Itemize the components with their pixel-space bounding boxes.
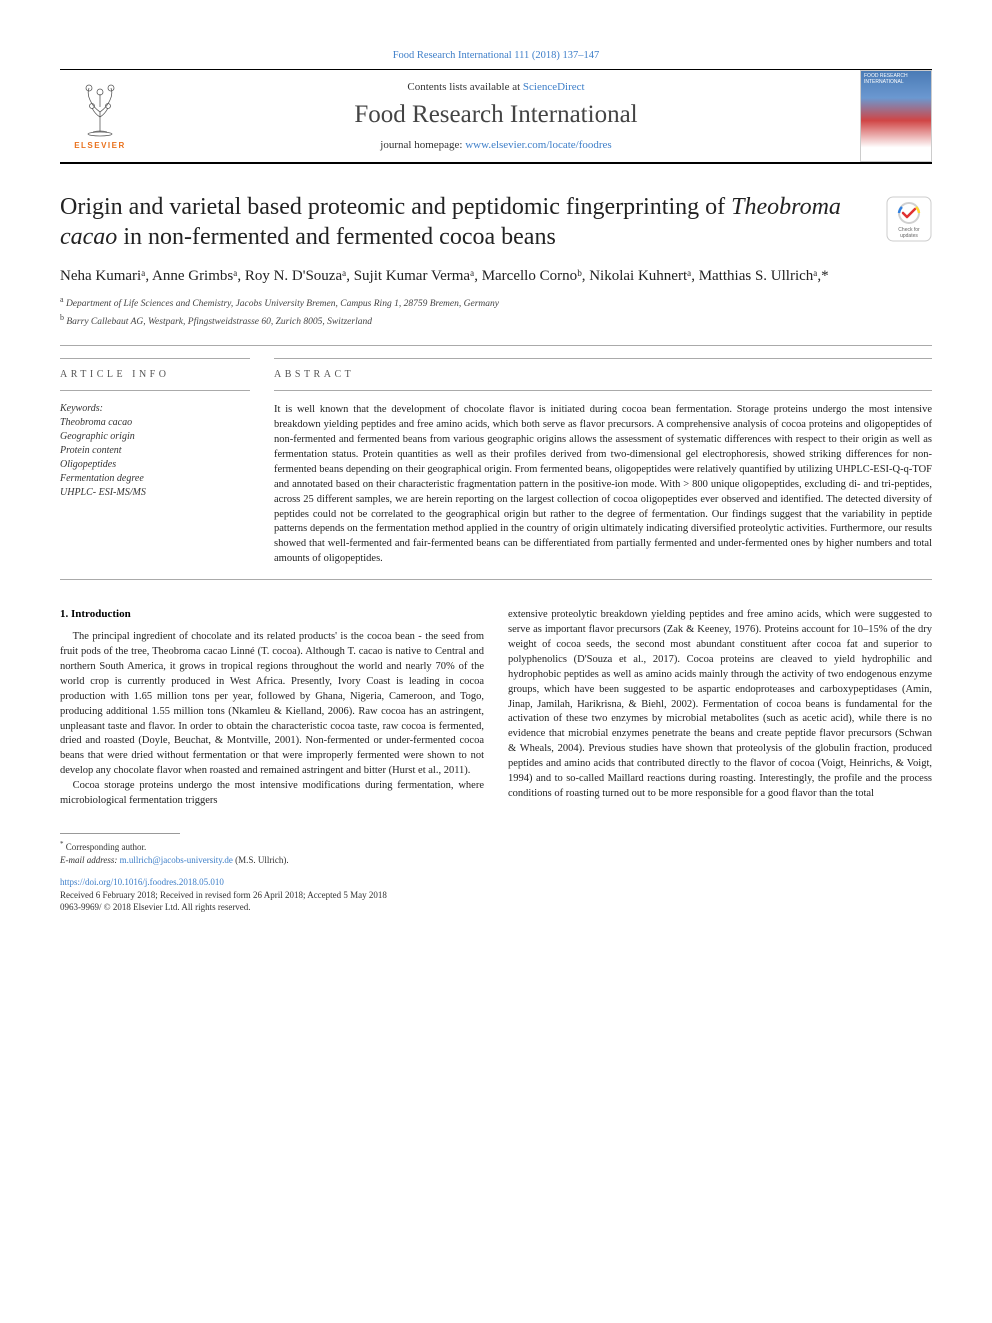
keyword-item: UHPLC- ESI-MS/MS: [60, 486, 250, 500]
keyword-item: Oligopeptides: [60, 458, 250, 472]
contents-prefix: Contents lists available at: [407, 81, 522, 93]
elsevier-tree-icon: [75, 82, 125, 137]
homepage-link[interactable]: www.elsevier.com/locate/foodres: [465, 139, 612, 151]
body-column-left: 1. Introduction The principal ingredient…: [60, 608, 484, 809]
info-rule: [60, 390, 250, 391]
abstract-text: It is well known that the development of…: [274, 403, 932, 567]
elsevier-logo: ELSEVIER: [60, 71, 140, 161]
article-info-column: ARTICLE INFO Keywords: Theobroma cacao G…: [60, 358, 250, 567]
sciencedirect-link[interactable]: ScienceDirect: [523, 81, 585, 93]
homepage-line: journal homepage: www.elsevier.com/locat…: [140, 139, 852, 151]
affil-b-text: Barry Callebaut AG, Westpark, Pfingstwei…: [64, 317, 372, 327]
body-paragraph: extensive proteolytic breakdown yielding…: [508, 608, 932, 802]
doi-block: https://doi.org/10.1016/j.foodres.2018.0…: [60, 876, 932, 914]
abstract-column: ABSTRACT It is well known that the devel…: [274, 358, 932, 567]
doi-link[interactable]: https://doi.org/10.1016/j.foodres.2018.0…: [60, 877, 224, 887]
info-abstract-row: ARTICLE INFO Keywords: Theobroma cacao G…: [60, 358, 932, 567]
keyword-item: Theobroma cacao: [60, 416, 250, 430]
title-part1: Origin and varietal based proteomic and …: [60, 194, 731, 220]
elsevier-label: ELSEVIER: [74, 141, 126, 150]
affil-a-text: Department of Life Sciences and Chemistr…: [64, 299, 499, 309]
email-suffix: (M.S. Ullrich).: [233, 855, 289, 865]
body-paragraph: Cocoa storage proteins undergo the most …: [60, 779, 484, 809]
divider-rule: [60, 345, 932, 346]
email-label: E-mail address:: [60, 855, 120, 865]
journal-name: Food Research International: [140, 101, 852, 129]
header-center: Contents lists available at ScienceDirec…: [140, 73, 852, 159]
abstract-rule: [274, 390, 932, 391]
footer-rule: [60, 833, 180, 834]
authors-line: Neha Kumariᵃ, Anne Grimbsᵃ, Roy N. D'Sou…: [60, 266, 932, 286]
body-paragraph: The principal ingredient of chocolate an…: [60, 630, 484, 779]
copyright-line: 0963-9969/ © 2018 Elsevier Ltd. All righ…: [60, 901, 932, 914]
svg-text:updates: updates: [900, 233, 918, 239]
body-columns: 1. Introduction The principal ingredient…: [60, 608, 932, 809]
journal-header: ELSEVIER Contents lists available at Sci…: [60, 69, 932, 164]
keywords-list: Theobroma cacao Geographic origin Protei…: [60, 416, 250, 500]
keywords-label: Keywords:: [60, 403, 250, 414]
article-info-heading: ARTICLE INFO: [60, 358, 250, 380]
introduction-heading: 1. Introduction: [60, 608, 484, 620]
affiliation-a: a Department of Life Sciences and Chemis…: [60, 294, 932, 311]
article-title: Origin and varietal based proteomic and …: [60, 192, 872, 252]
homepage-prefix: journal homepage:: [380, 139, 465, 151]
abstract-heading: ABSTRACT: [274, 358, 932, 380]
divider-rule-bottom: [60, 579, 932, 580]
affiliations: a Department of Life Sciences and Chemis…: [60, 294, 932, 329]
affiliation-b: b Barry Callebaut AG, Westpark, Pfingstw…: [60, 312, 932, 329]
contents-line: Contents lists available at ScienceDirec…: [140, 81, 852, 93]
corr-text: Corresponding author.: [64, 842, 147, 852]
journal-cover-thumbnail: FOOD RESEARCH INTERNATIONAL: [860, 70, 932, 162]
keyword-item: Fermentation degree: [60, 472, 250, 486]
email-line: E-mail address: m.ullrich@jacobs-univers…: [60, 854, 932, 867]
keyword-item: Geographic origin: [60, 430, 250, 444]
header-citation: Food Research International 111 (2018) 1…: [60, 50, 932, 61]
corresponding-author-note: * Corresponding author.: [60, 840, 932, 854]
body-column-right: extensive proteolytic breakdown yielding…: [508, 608, 932, 809]
title-row: Origin and varietal based proteomic and …: [60, 192, 932, 252]
received-line: Received 6 February 2018; Received in re…: [60, 889, 932, 902]
crossmark-badge-icon[interactable]: Check for updates: [886, 196, 932, 242]
email-link[interactable]: m.ullrich@jacobs-university.de: [120, 855, 233, 865]
title-part2: in non-fermented and fermented cocoa bea…: [117, 224, 555, 250]
cover-label: FOOD RESEARCH INTERNATIONAL: [864, 74, 931, 85]
keyword-item: Protein content: [60, 444, 250, 458]
